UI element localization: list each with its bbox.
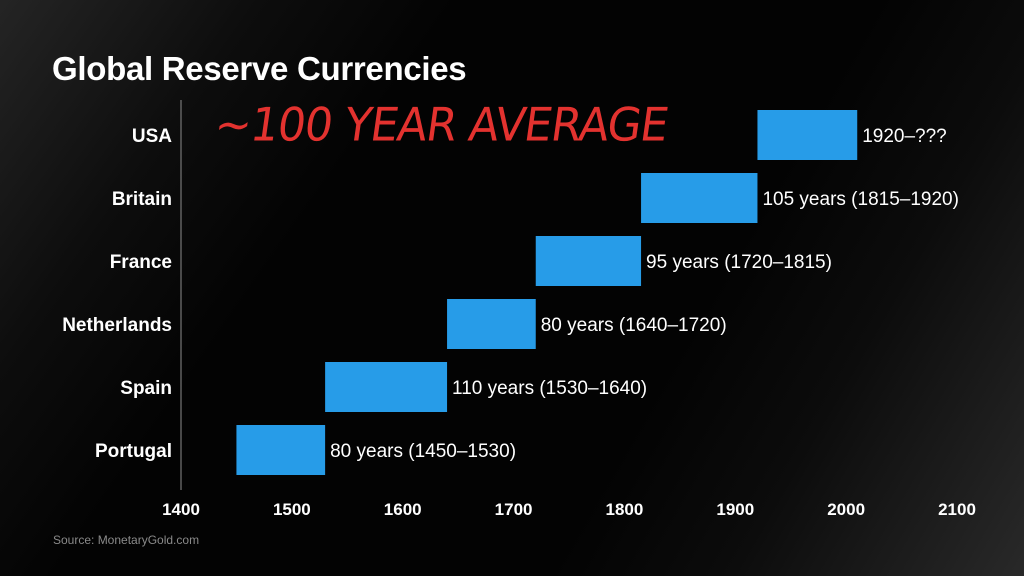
data-label: 105 years (1815–1920): [762, 189, 958, 210]
range-bar: [641, 173, 758, 223]
data-label: 95 years (1720–1815): [646, 252, 832, 273]
range-bar: [757, 110, 858, 160]
data-label: 1920–???: [862, 126, 947, 147]
range-bar: [236, 425, 326, 475]
x-tick-label: 2100: [938, 500, 976, 519]
category-label: Spain: [120, 378, 172, 399]
range-bar: [325, 362, 448, 412]
range-bar: [535, 236, 642, 286]
category-label: Britain: [112, 189, 172, 210]
category-label: France: [110, 252, 172, 273]
x-tick-label: 1900: [716, 500, 754, 519]
range-bar: [447, 299, 536, 349]
data-label: 80 years (1450–1530): [330, 441, 516, 462]
x-tick-label: 1700: [495, 500, 533, 519]
data-label: 110 years (1530–1640): [452, 378, 647, 399]
x-tick-label: 1800: [606, 500, 644, 519]
chart-title: Global Reserve Currencies: [52, 50, 467, 87]
data-label: 80 years (1640–1720): [541, 315, 727, 336]
x-tick-label: 2000: [827, 500, 865, 519]
x-tick-label: 1600: [384, 500, 422, 519]
category-label: Netherlands: [62, 315, 172, 336]
x-tick-label: 1400: [162, 500, 200, 519]
source-note: Source: MonetaryGold.com: [53, 533, 200, 547]
category-label: Portugal: [95, 441, 172, 462]
x-tick-label: 1500: [273, 500, 311, 519]
category-label: USA: [132, 126, 172, 147]
